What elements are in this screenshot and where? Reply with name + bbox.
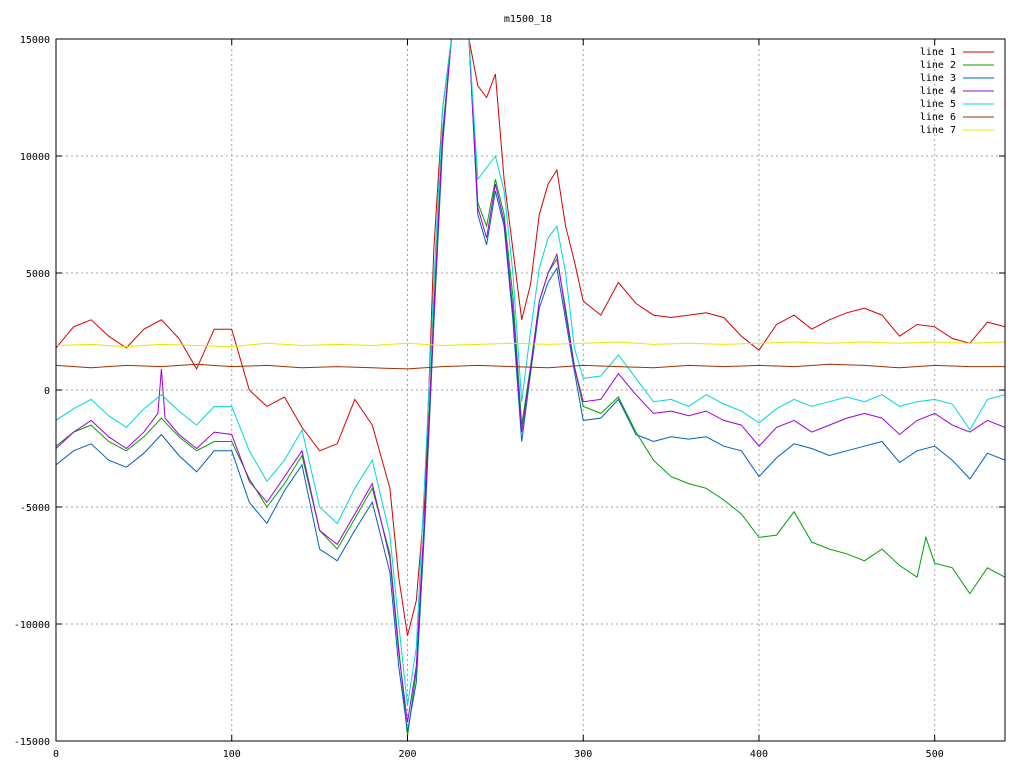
- y-tick-label: 10000: [20, 152, 50, 163]
- series-line-6: [56, 363, 1005, 370]
- x-tick-label: 500: [926, 749, 944, 760]
- x-tick-label: 0: [53, 749, 59, 760]
- x-tick-label: 400: [750, 749, 768, 760]
- legend-label: line 2: [920, 60, 956, 71]
- y-tick-label: -10000: [14, 620, 50, 631]
- series-line-1: [56, 39, 1005, 636]
- series-line-2: [56, 39, 1005, 737]
- y-tick-label: -5000: [20, 503, 50, 514]
- y-tick-label: 0: [44, 386, 50, 397]
- series-group: [56, 39, 1005, 737]
- chart-title: m1500_18: [504, 14, 552, 25]
- y-tick-label: 5000: [26, 269, 50, 280]
- x-tick-label: 100: [223, 749, 241, 760]
- legend-label: line 7: [920, 125, 956, 136]
- grid: [56, 39, 1005, 741]
- legend: line 1 line 2 line 3 line 4 line 5 line 6 line…: [920, 47, 994, 136]
- x-tick-label: 200: [398, 749, 416, 760]
- legend-label: line 5: [920, 99, 956, 110]
- series-line-5: [56, 39, 1005, 706]
- legend-label: line 4: [920, 86, 956, 97]
- legend-label: line 3: [920, 73, 956, 84]
- series-line-4: [56, 39, 1005, 723]
- series-line-3: [56, 39, 1005, 732]
- y-tick-label: 15000: [20, 35, 50, 46]
- tick-labels: 0 100 200 300 400 500 -15000 -10000 -5000 0 5000 10…: [14, 35, 1005, 760]
- series-line-7: [56, 341, 1005, 348]
- legend-label: line 6: [920, 112, 956, 123]
- legend-label: line 1: [920, 47, 956, 58]
- y-tick-label: -15000: [14, 737, 50, 748]
- x-tick-label: 300: [574, 749, 592, 760]
